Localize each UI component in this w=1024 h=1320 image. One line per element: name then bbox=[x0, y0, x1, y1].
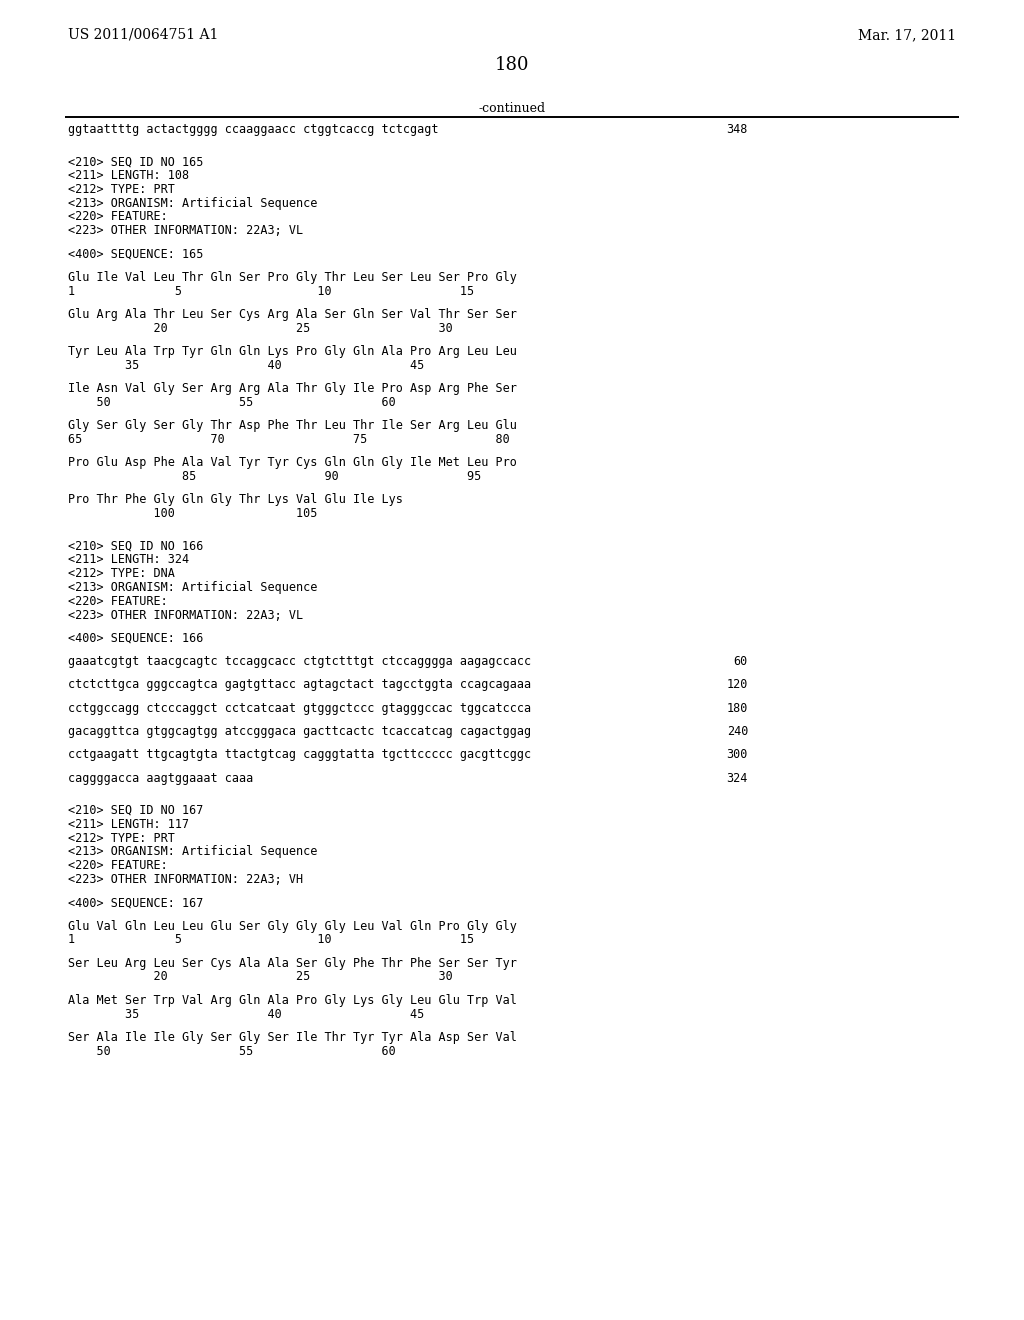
Text: <212> TYPE: PRT: <212> TYPE: PRT bbox=[68, 183, 175, 195]
Text: 60: 60 bbox=[734, 655, 748, 668]
Text: 300: 300 bbox=[727, 748, 748, 762]
Text: <213> ORGANISM: Artificial Sequence: <213> ORGANISM: Artificial Sequence bbox=[68, 197, 317, 210]
Text: Ser Leu Arg Leu Ser Cys Ala Ala Ser Gly Phe Thr Phe Ser Ser Tyr: Ser Leu Arg Leu Ser Cys Ala Ala Ser Gly … bbox=[68, 957, 517, 970]
Text: cctgaagatt ttgcagtgta ttactgtcag cagggtatta tgcttccccc gacgttcggc: cctgaagatt ttgcagtgta ttactgtcag cagggta… bbox=[68, 748, 531, 762]
Text: <220> FEATURE:: <220> FEATURE: bbox=[68, 595, 168, 607]
Text: <220> FEATURE:: <220> FEATURE: bbox=[68, 859, 168, 873]
Text: <400> SEQUENCE: 166: <400> SEQUENCE: 166 bbox=[68, 632, 204, 645]
Text: 120: 120 bbox=[727, 678, 748, 692]
Text: 85                  90                  95: 85 90 95 bbox=[68, 470, 481, 483]
Text: gaaatcgtgt taacgcagtc tccaggcacc ctgtctttgt ctccagggga aagagccacc: gaaatcgtgt taacgcagtc tccaggcacc ctgtctt… bbox=[68, 655, 531, 668]
Text: <220> FEATURE:: <220> FEATURE: bbox=[68, 210, 168, 223]
Text: 35                  40                  45: 35 40 45 bbox=[68, 359, 424, 372]
Text: caggggacca aagtggaaat caaa: caggggacca aagtggaaat caaa bbox=[68, 772, 253, 784]
Text: cctggccagg ctcccaggct cctcatcaat gtgggctccc gtagggccac tggcatccca: cctggccagg ctcccaggct cctcatcaat gtgggct… bbox=[68, 702, 531, 715]
Text: 50                  55                  60: 50 55 60 bbox=[68, 1044, 395, 1057]
Text: Ile Asn Val Gly Ser Arg Arg Ala Thr Gly Ile Pro Asp Arg Phe Ser: Ile Asn Val Gly Ser Arg Arg Ala Thr Gly … bbox=[68, 383, 517, 395]
Text: 100                 105: 100 105 bbox=[68, 507, 317, 520]
Text: 35                  40                  45: 35 40 45 bbox=[68, 1007, 424, 1020]
Text: 180: 180 bbox=[495, 55, 529, 74]
Text: Mar. 17, 2011: Mar. 17, 2011 bbox=[858, 28, 956, 42]
Text: 348: 348 bbox=[727, 123, 748, 136]
Text: <211> LENGTH: 117: <211> LENGTH: 117 bbox=[68, 818, 189, 830]
Text: <223> OTHER INFORMATION: 22A3; VL: <223> OTHER INFORMATION: 22A3; VL bbox=[68, 609, 303, 622]
Text: US 2011/0064751 A1: US 2011/0064751 A1 bbox=[68, 28, 218, 42]
Text: <210> SEQ ID NO 165: <210> SEQ ID NO 165 bbox=[68, 156, 204, 168]
Text: Glu Ile Val Leu Thr Gln Ser Pro Gly Thr Leu Ser Leu Ser Pro Gly: Glu Ile Val Leu Thr Gln Ser Pro Gly Thr … bbox=[68, 271, 517, 284]
Text: <400> SEQUENCE: 167: <400> SEQUENCE: 167 bbox=[68, 896, 204, 909]
Text: <212> TYPE: DNA: <212> TYPE: DNA bbox=[68, 568, 175, 581]
Text: 20                  25                  30: 20 25 30 bbox=[68, 322, 453, 335]
Text: Gly Ser Gly Ser Gly Thr Asp Phe Thr Leu Thr Ile Ser Arg Leu Glu: Gly Ser Gly Ser Gly Thr Asp Phe Thr Leu … bbox=[68, 420, 517, 432]
Text: -continued: -continued bbox=[478, 102, 546, 115]
Text: <223> OTHER INFORMATION: 22A3; VL: <223> OTHER INFORMATION: 22A3; VL bbox=[68, 224, 303, 238]
Text: <210> SEQ ID NO 167: <210> SEQ ID NO 167 bbox=[68, 804, 204, 817]
Text: <211> LENGTH: 324: <211> LENGTH: 324 bbox=[68, 553, 189, 566]
Text: 240: 240 bbox=[727, 725, 748, 738]
Text: <213> ORGANISM: Artificial Sequence: <213> ORGANISM: Artificial Sequence bbox=[68, 845, 317, 858]
Text: 20                  25                  30: 20 25 30 bbox=[68, 970, 453, 983]
Text: ctctcttgca gggccagtca gagtgttacc agtagctact tagcctggta ccagcagaaa: ctctcttgca gggccagtca gagtgttacc agtagct… bbox=[68, 678, 531, 692]
Text: Glu Arg Ala Thr Leu Ser Cys Arg Ala Ser Gln Ser Val Thr Ser Ser: Glu Arg Ala Thr Leu Ser Cys Arg Ala Ser … bbox=[68, 308, 517, 321]
Text: ggtaattttg actactgggg ccaaggaacc ctggtcaccg tctcgagt: ggtaattttg actactgggg ccaaggaacc ctggtca… bbox=[68, 123, 438, 136]
Text: 50                  55                  60: 50 55 60 bbox=[68, 396, 395, 409]
Text: Ala Met Ser Trp Val Arg Gln Ala Pro Gly Lys Gly Leu Glu Trp Val: Ala Met Ser Trp Val Arg Gln Ala Pro Gly … bbox=[68, 994, 517, 1007]
Text: 65                  70                  75                  80: 65 70 75 80 bbox=[68, 433, 510, 446]
Text: 1              5                   10                  15: 1 5 10 15 bbox=[68, 933, 474, 946]
Text: Tyr Leu Ala Trp Tyr Gln Gln Lys Pro Gly Gln Ala Pro Arg Leu Leu: Tyr Leu Ala Trp Tyr Gln Gln Lys Pro Gly … bbox=[68, 345, 517, 358]
Text: Glu Val Gln Leu Leu Glu Ser Gly Gly Gly Leu Val Gln Pro Gly Gly: Glu Val Gln Leu Leu Glu Ser Gly Gly Gly … bbox=[68, 920, 517, 933]
Text: Ser Ala Ile Ile Gly Ser Gly Ser Ile Thr Tyr Tyr Ala Asp Ser Val: Ser Ala Ile Ile Gly Ser Gly Ser Ile Thr … bbox=[68, 1031, 517, 1044]
Text: <212> TYPE: PRT: <212> TYPE: PRT bbox=[68, 832, 175, 845]
Text: Pro Thr Phe Gly Gln Gly Thr Lys Val Glu Ile Lys: Pro Thr Phe Gly Gln Gly Thr Lys Val Glu … bbox=[68, 494, 402, 507]
Text: gacaggttca gtggcagtgg atccgggaca gacttcactc tcaccatcag cagactggag: gacaggttca gtggcagtgg atccgggaca gacttca… bbox=[68, 725, 531, 738]
Text: 324: 324 bbox=[727, 772, 748, 784]
Text: 180: 180 bbox=[727, 702, 748, 715]
Text: Pro Glu Asp Phe Ala Val Tyr Tyr Cys Gln Gln Gly Ile Met Leu Pro: Pro Glu Asp Phe Ala Val Tyr Tyr Cys Gln … bbox=[68, 457, 517, 470]
Text: <400> SEQUENCE: 165: <400> SEQUENCE: 165 bbox=[68, 248, 204, 260]
Text: <223> OTHER INFORMATION: 22A3; VH: <223> OTHER INFORMATION: 22A3; VH bbox=[68, 873, 303, 886]
Text: 1              5                   10                  15: 1 5 10 15 bbox=[68, 285, 474, 298]
Text: <210> SEQ ID NO 166: <210> SEQ ID NO 166 bbox=[68, 540, 204, 553]
Text: <213> ORGANISM: Artificial Sequence: <213> ORGANISM: Artificial Sequence bbox=[68, 581, 317, 594]
Text: <211> LENGTH: 108: <211> LENGTH: 108 bbox=[68, 169, 189, 182]
